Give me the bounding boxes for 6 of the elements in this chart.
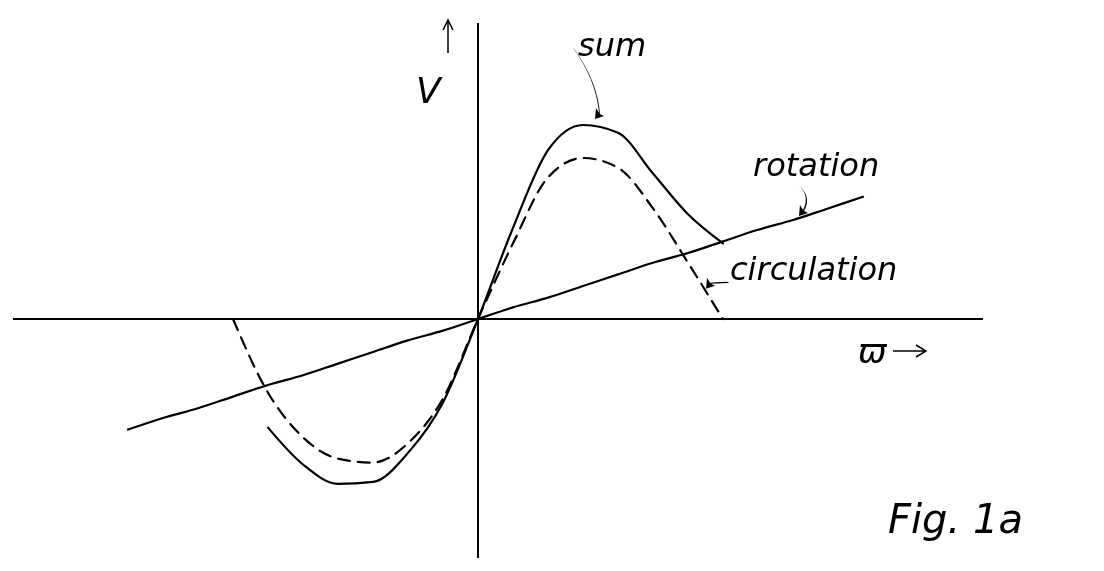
legend-label: circulation bbox=[730, 250, 898, 288]
series-label: rotation bbox=[753, 146, 880, 184]
y-axis-title: V bbox=[416, 70, 443, 111]
x-axis-title: ϖ bbox=[858, 331, 888, 371]
series-label: sum bbox=[578, 26, 647, 64]
caption: Fig. 1a bbox=[888, 496, 1023, 542]
